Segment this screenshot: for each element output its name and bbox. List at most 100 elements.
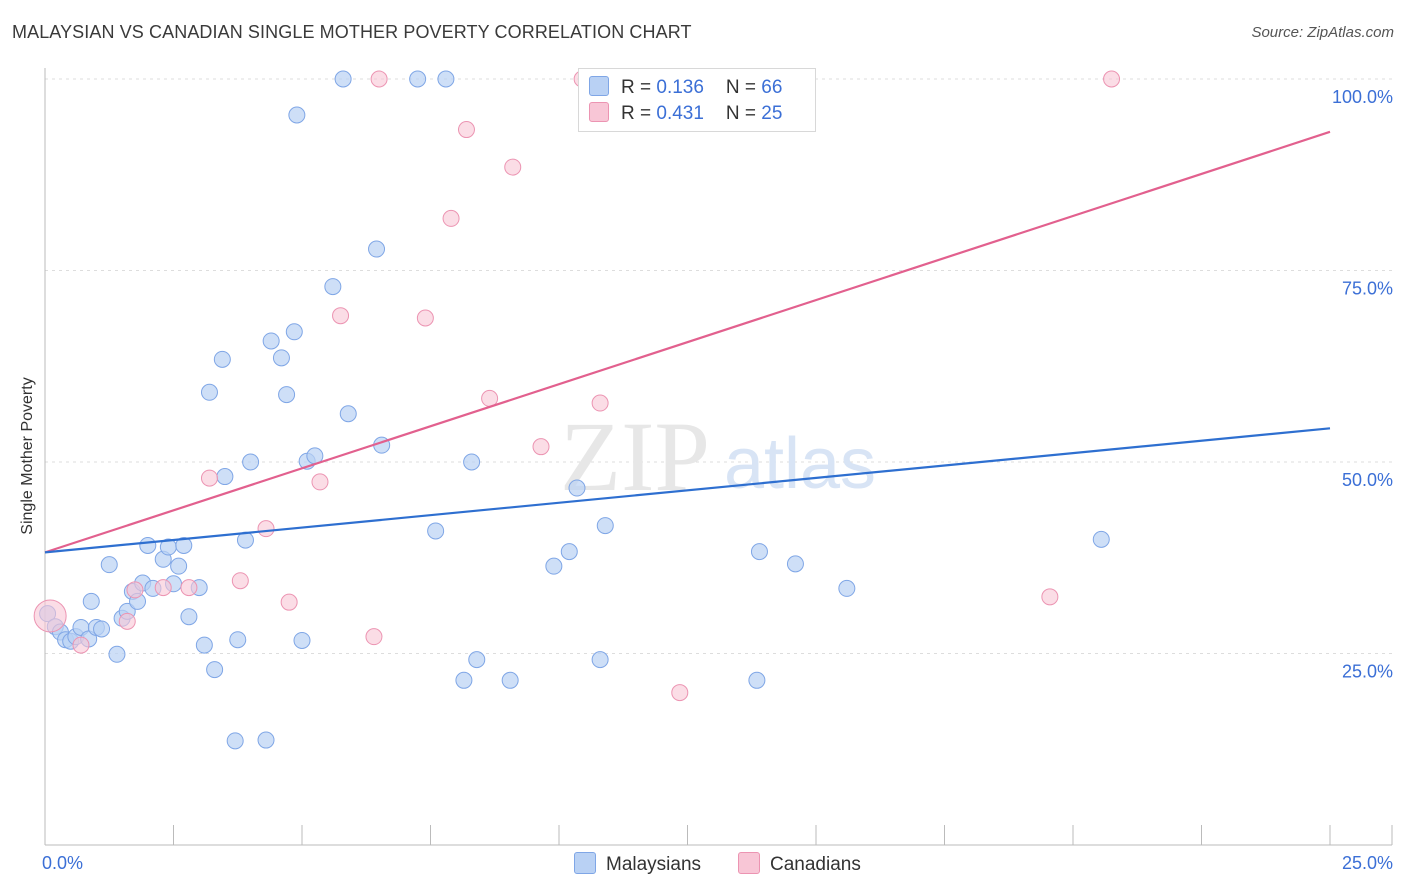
canadian-point-12 [365, 628, 383, 646]
canadian-point-23 [1041, 588, 1059, 606]
malaysian-point-8 [82, 592, 100, 610]
n-value: 66 [761, 77, 783, 98]
malaysian-point-27 [195, 636, 213, 654]
canadian-point-10 [311, 473, 329, 491]
chart-title: MALAYSIAN VS CANADIAN SINGLE MOTHER POVE… [12, 22, 692, 42]
malaysian-point-28 [200, 383, 218, 401]
malaysian-point-11 [100, 556, 118, 574]
canadians-trend-line [44, 130, 1331, 554]
canadian-point-19 [532, 438, 550, 456]
n-label: N = [725, 77, 762, 98]
r-value: 0.136 [656, 77, 704, 98]
malaysian-point-12 [108, 645, 126, 663]
malaysian-point-61 [596, 517, 614, 535]
malaysian-point-66 [1092, 530, 1110, 548]
malaysian-point-38 [272, 349, 290, 367]
malaysian-point-32 [226, 732, 244, 750]
r-label: R = [621, 77, 657, 98]
trend-lines [44, 130, 1331, 554]
malaysian-point-37 [262, 332, 280, 350]
canadian-point-2 [118, 612, 136, 630]
y-tick-label-2: 75.0% [1342, 279, 1393, 299]
malaysian-point-10 [93, 620, 111, 638]
malaysian-point-40 [285, 323, 303, 341]
canadian-point-13 [370, 70, 388, 88]
canadian-point-18 [504, 158, 522, 176]
watermark-atlas: atlas [724, 424, 876, 504]
canadian-point-21 [591, 394, 609, 412]
n-value: 25 [761, 103, 783, 124]
y-tick-label-1: 50.0% [1342, 470, 1393, 490]
canadian-point-11 [332, 307, 350, 325]
malaysian-point-53 [455, 671, 473, 689]
axes [44, 68, 1393, 846]
source-credit: Source: ZipAtlas.com [1251, 24, 1394, 41]
legend-row-malaysians: R = 0.136 N = 66 [589, 76, 782, 100]
malaysian-point-23 [170, 557, 188, 575]
canadian-point-16 [457, 121, 475, 139]
malaysian-point-52 [437, 70, 455, 88]
legend-malaysians[interactable]: Malaysians [574, 852, 701, 876]
canadians-swatch [589, 102, 609, 122]
malaysian-point-50 [409, 70, 427, 88]
malaysian-point-57 [545, 557, 563, 575]
y-tick-label-0: 25.0% [1342, 662, 1393, 682]
malaysian-point-29 [206, 661, 224, 679]
canadian-point-3 [126, 581, 144, 599]
malaysian-point-33 [229, 631, 247, 649]
malaysian-point-18 [139, 536, 157, 554]
malaysian-point-25 [180, 608, 198, 626]
watermark-zip: ZIP [560, 401, 710, 512]
malaysian-point-46 [334, 70, 352, 88]
malaysian-point-56 [501, 671, 519, 689]
y-tick-label-3: 100.0% [1332, 87, 1393, 107]
n-label: N = [725, 103, 762, 124]
malaysians-legend-swatch [574, 852, 596, 874]
malaysian-point-45 [324, 278, 342, 296]
malaysian-point-42 [293, 631, 311, 649]
canadians-legend-swatch [738, 852, 760, 874]
malaysian-point-65 [838, 579, 856, 597]
malaysian-point-31 [216, 468, 234, 486]
canadian-point-24 [1103, 70, 1121, 88]
canadian-point-1 [72, 636, 90, 654]
malaysian-point-51 [427, 522, 445, 540]
grid-lines [45, 78, 1392, 654]
canadians-legend-label: Canadians [770, 854, 861, 875]
correlation-legend: R = 0.136 N = 66 R = 0.431 N = 25 [578, 68, 816, 132]
malaysians-legend-label: Malaysians [606, 854, 702, 875]
malaysian-point-35 [242, 453, 260, 471]
x-tick-label-0: 0.0% [42, 853, 83, 873]
canadian-point-4 [154, 579, 172, 597]
canadian-point-6 [200, 469, 218, 487]
canadians-points [33, 70, 1121, 702]
tick-labels: 25.0% 50.0% 75.0% 100.0% 0.0% 25.0% [42, 87, 1393, 873]
malaysian-point-64 [786, 555, 804, 573]
canadian-point-14 [416, 309, 434, 327]
canadian-point-22 [671, 684, 689, 702]
legend-row-canadians: R = 0.431 N = 25 [589, 102, 782, 126]
malaysian-point-24 [175, 536, 193, 554]
x-tick-label-1: 25.0% [1342, 853, 1393, 873]
canadian-point-9 [280, 593, 298, 611]
r-label: R = [621, 103, 657, 124]
malaysian-point-47 [339, 405, 357, 423]
canadian-point-0 [33, 599, 67, 633]
malaysian-point-58 [560, 543, 578, 561]
canadian-point-8 [257, 520, 275, 538]
r-value: 0.431 [656, 103, 704, 124]
canadian-point-5 [180, 579, 198, 597]
malaysian-point-41 [288, 106, 306, 124]
legend-canadians[interactable]: Canadians [738, 852, 861, 876]
canadian-point-7 [231, 572, 249, 590]
malaysian-point-63 [750, 543, 768, 561]
malaysian-point-48 [368, 240, 386, 258]
malaysian-point-36 [257, 731, 275, 749]
malaysian-point-39 [278, 386, 296, 404]
malaysian-point-62 [748, 671, 766, 689]
canadian-point-15 [442, 209, 460, 227]
malaysian-point-30 [213, 350, 231, 368]
malaysian-point-54 [463, 453, 481, 471]
malaysians-points [39, 70, 1110, 750]
